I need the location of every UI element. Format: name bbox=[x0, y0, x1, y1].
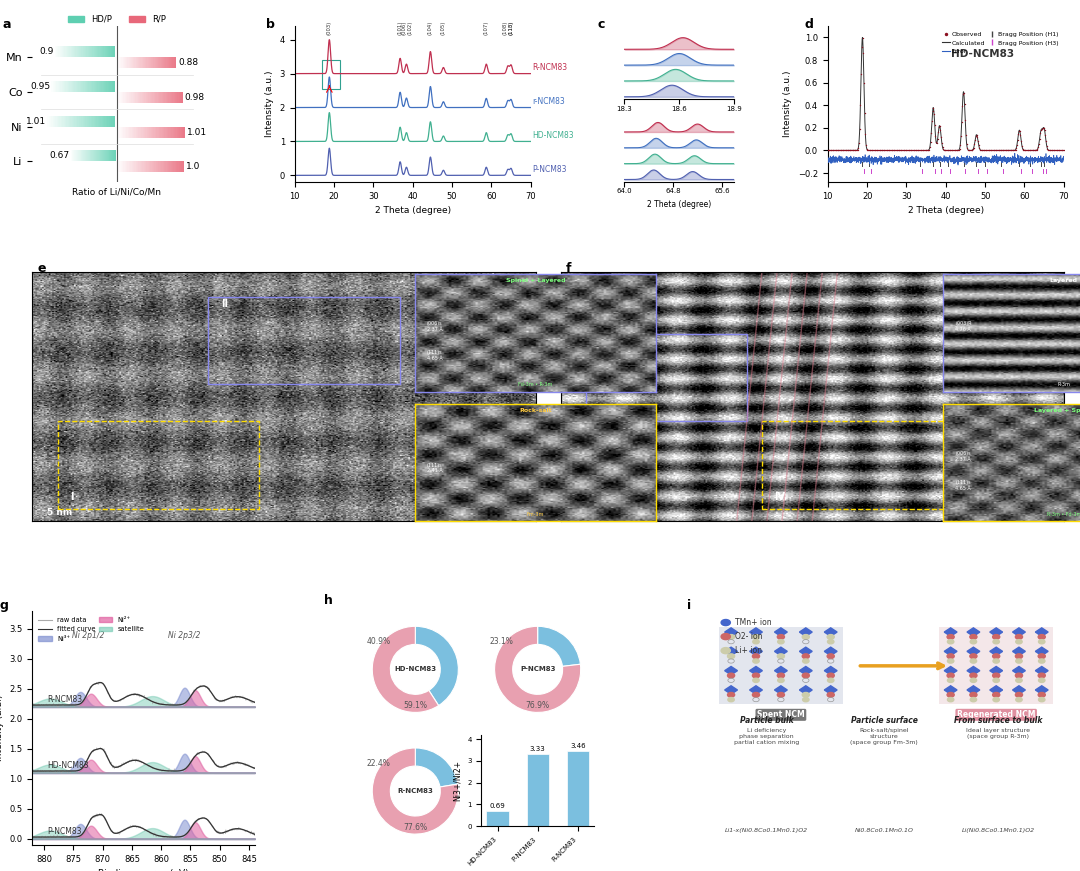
Bar bbox=[174, 92, 175, 103]
Bar bbox=[149, 126, 151, 138]
Point bbox=[841, 144, 859, 158]
Point bbox=[982, 144, 999, 158]
Bar bbox=[108, 46, 109, 57]
Point bbox=[934, 140, 951, 154]
Polygon shape bbox=[967, 647, 980, 656]
Bar bbox=[73, 116, 75, 126]
Point bbox=[928, 135, 945, 149]
Polygon shape bbox=[1013, 647, 1025, 656]
Bar bbox=[175, 92, 176, 103]
Point bbox=[908, 144, 926, 158]
Point bbox=[886, 144, 903, 158]
Text: (113): (113) bbox=[509, 20, 514, 35]
Point bbox=[955, 86, 972, 100]
Point bbox=[854, 30, 872, 44]
Bar bbox=[107, 116, 108, 126]
Bar bbox=[129, 92, 130, 103]
Bar bbox=[208, 297, 400, 384]
Bar bbox=[102, 116, 103, 126]
Bar bbox=[90, 46, 91, 57]
Bar bbox=[102, 81, 103, 92]
Bar bbox=[139, 57, 140, 69]
Text: Ni 2p1/2: Ni 2p1/2 bbox=[71, 631, 104, 640]
Point bbox=[946, 144, 963, 158]
Bar bbox=[165, 161, 166, 172]
Point bbox=[863, 144, 880, 158]
Point bbox=[893, 144, 910, 158]
Bar bbox=[126, 161, 127, 172]
Polygon shape bbox=[750, 666, 762, 675]
Point bbox=[926, 107, 943, 121]
Bar bbox=[105, 46, 106, 57]
Point bbox=[868, 144, 886, 158]
Bar bbox=[123, 161, 125, 172]
Bar bbox=[129, 126, 131, 138]
Bar bbox=[120, 126, 121, 138]
Point bbox=[983, 144, 1000, 158]
Bar bbox=[168, 126, 170, 138]
Bar bbox=[110, 46, 112, 57]
Point bbox=[862, 144, 879, 158]
Bar bbox=[92, 116, 94, 126]
Point bbox=[834, 144, 851, 158]
Point bbox=[985, 144, 1002, 158]
Point bbox=[981, 144, 998, 158]
Point bbox=[870, 144, 888, 158]
Bar bbox=[56, 81, 57, 92]
Circle shape bbox=[993, 659, 999, 663]
Point bbox=[1023, 144, 1040, 158]
Bar bbox=[100, 46, 103, 57]
Circle shape bbox=[827, 679, 834, 683]
Bar bbox=[172, 161, 173, 172]
Point bbox=[854, 45, 872, 59]
Point bbox=[1007, 144, 1024, 158]
Bar bbox=[167, 161, 170, 172]
Point bbox=[823, 144, 840, 158]
Circle shape bbox=[802, 654, 809, 658]
Point bbox=[1050, 144, 1067, 158]
Bar bbox=[162, 161, 164, 172]
Bar bbox=[112, 116, 114, 126]
Point bbox=[895, 144, 913, 158]
Bar bbox=[106, 46, 107, 57]
Text: e: e bbox=[38, 261, 46, 274]
Point bbox=[976, 144, 994, 158]
Bar bbox=[158, 126, 159, 138]
Bar bbox=[131, 126, 132, 138]
Text: 77.6%: 77.6% bbox=[403, 823, 428, 832]
Point bbox=[916, 144, 933, 158]
Bar bbox=[86, 116, 89, 126]
Bar bbox=[91, 46, 93, 57]
Bar bbox=[52, 116, 53, 126]
Bar bbox=[83, 116, 84, 126]
Bar bbox=[96, 116, 97, 126]
Text: I: I bbox=[70, 492, 73, 502]
Text: (108)
(110): (108) (110) bbox=[502, 20, 513, 35]
Bar bbox=[60, 46, 62, 57]
Point bbox=[856, 106, 874, 120]
Legend: raw data, fitted curve, Ni³⁺, Ni²⁺, satellite: raw data, fitted curve, Ni³⁺, Ni²⁺, sate… bbox=[36, 614, 147, 645]
Polygon shape bbox=[989, 647, 1002, 656]
Point bbox=[846, 144, 863, 158]
Point bbox=[910, 144, 928, 158]
Point bbox=[1004, 144, 1022, 158]
Polygon shape bbox=[799, 647, 812, 656]
Circle shape bbox=[1015, 673, 1023, 678]
Text: III: III bbox=[598, 343, 609, 354]
Bar bbox=[157, 161, 159, 172]
Text: R-NCM83: R-NCM83 bbox=[532, 63, 568, 72]
Circle shape bbox=[753, 659, 759, 663]
Point bbox=[852, 98, 869, 112]
Bar bbox=[138, 161, 139, 172]
Point bbox=[842, 144, 860, 158]
Bar bbox=[144, 92, 145, 103]
Point bbox=[934, 143, 951, 157]
Point bbox=[914, 144, 931, 158]
Point bbox=[996, 144, 1013, 158]
Bar bbox=[165, 57, 166, 69]
Point bbox=[915, 144, 932, 158]
Bar bbox=[60, 116, 63, 126]
Point bbox=[996, 144, 1013, 158]
Point bbox=[819, 144, 836, 158]
Bar bbox=[127, 57, 129, 69]
